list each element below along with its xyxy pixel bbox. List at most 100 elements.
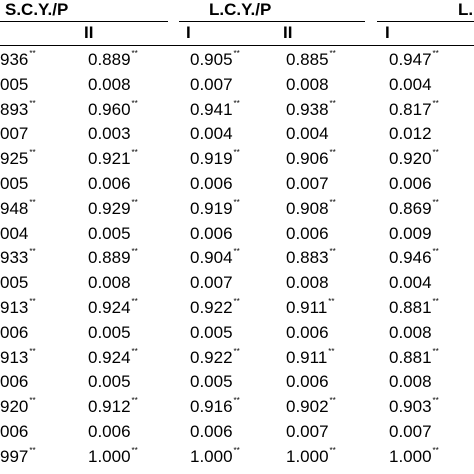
table-cell: 0.006 [190,224,234,244]
cell-value: 0.924 [88,298,131,317]
table-cell: 0.938** [286,99,336,120]
significance-marker: ** [131,396,138,406]
table-row: 006 0.005 0.005 0.006 0.008 [0,369,474,395]
table-cell: 0.921** [88,149,138,169]
table-cell: 0.960** [88,98,138,120]
table-cell: 0.007 [286,174,330,194]
table-cell: 006 [0,323,29,343]
significance-marker: ** [131,197,138,207]
cell-value: 0.006 [88,174,131,193]
cell-value: 0.007 [286,422,329,441]
group-header-lcy: L.C.Y./P [209,0,272,19]
cell-value: 0.005 [88,322,131,342]
table-cell: 0.941** [190,99,240,120]
significance-marker: ** [131,445,138,455]
cell-value: 0.904 [190,248,233,268]
significance-marker: ** [233,148,240,158]
subheader-col1: II [84,23,94,42]
table-cell: 1.000** [286,446,336,467]
table-cell: 005 [0,75,29,95]
cell-value: 0.007 [190,74,233,94]
significance-marker: ** [29,197,36,207]
table-cell: 0.885** [286,50,336,70]
header-rule [0,21,168,22]
table-row: 920** 0.912** 0.916** 0.902** 0.903** [0,394,474,420]
significance-marker: ** [29,148,36,158]
significance-marker: ** [233,396,240,406]
table-row: 933** 0.889** 0.904** 0.883** 0.946** [0,245,474,271]
table-cell: 006 [0,372,29,392]
significance-marker: ** [131,346,138,356]
significance-marker: ** [329,148,336,158]
cell-value: 0.922 [190,298,233,317]
cell-value: 0.921 [88,149,131,169]
cell-value: 005 [0,174,29,193]
cell-value: 0.905 [190,50,233,69]
significance-marker: ** [432,396,439,406]
subheader-col4: I [385,23,390,42]
table-cell: 0.006 [286,323,330,343]
table-cell: 933** [0,248,36,268]
table-row: 936** 0.889** 0.905** 0.885** 0.947** [0,47,474,73]
table-cell: 0.817** [389,99,439,120]
cell-value: 920 [0,397,29,417]
cell-value: 004 [0,223,29,243]
significance-marker: ** [432,346,439,356]
cell-value: 0.006 [389,174,432,193]
table-cell: 0.006 [88,174,132,194]
cell-value: 0.889 [88,50,131,69]
header-rule [179,21,365,22]
significance-marker: ** [131,98,138,108]
cell-value: 0.922 [190,347,233,367]
cell-value: 0.008 [88,74,131,94]
significance-marker: ** [131,148,138,158]
cell-value: 0.005 [88,372,131,392]
significance-marker: ** [233,49,240,58]
table-cell: 0.004 [190,124,234,144]
table-cell: 920** [0,397,36,417]
significance-marker: ** [131,49,138,58]
significance-marker: ** [432,297,439,306]
cell-value: 913 [0,347,29,367]
cell-value: 0.006 [286,223,329,243]
cell-value: 0.004 [286,124,329,144]
cell-value: 0.006 [88,422,131,441]
table-cell: 948** [0,197,36,219]
cell-value: 0.007 [286,174,329,193]
cell-value: 0.005 [190,372,233,392]
cell-value: 006 [0,322,29,342]
subheader-rule [0,45,474,46]
cell-value: 0.003 [88,124,131,144]
subheader-col3: II [283,23,293,42]
significance-marker: ** [328,346,335,356]
table-cell: 0.919** [190,149,240,169]
significance-marker: ** [29,445,36,455]
cell-value: 0.924 [88,347,131,367]
table-cell: 0.008 [389,372,433,392]
significance-marker: ** [432,148,439,158]
cell-value: 0.004 [389,74,432,94]
table-cell: 0.007 [389,422,433,442]
table-cell: 0.006 [88,422,132,442]
table-row: 005 0.006 0.006 0.007 0.006 [0,171,474,197]
cell-value: 0.916 [190,397,233,417]
table-cell: 0.903** [389,397,439,417]
table-row: 006 0.005 0.005 0.006 0.008 [0,320,474,346]
cell-value: 997 [0,446,29,466]
significance-marker: ** [329,197,336,207]
subheader-col2: I [186,23,191,42]
significance-marker: ** [233,445,240,455]
cell-value: 0.006 [286,322,329,342]
table-cell: 0.905** [190,50,240,70]
cell-value: 0.006 [190,422,233,441]
cell-value: 0.008 [286,74,329,94]
table-cell: 0.919** [190,198,240,219]
table-cell: 893** [0,99,36,120]
cell-value: 948 [0,198,29,218]
table-cell: 0.006 [190,174,234,194]
significance-marker: ** [432,197,439,207]
significance-marker: ** [233,247,240,257]
table-row: 913** 0.924** 0.922** 0.911** 0.881** [0,295,474,321]
cell-value: 0.005 [88,223,131,243]
